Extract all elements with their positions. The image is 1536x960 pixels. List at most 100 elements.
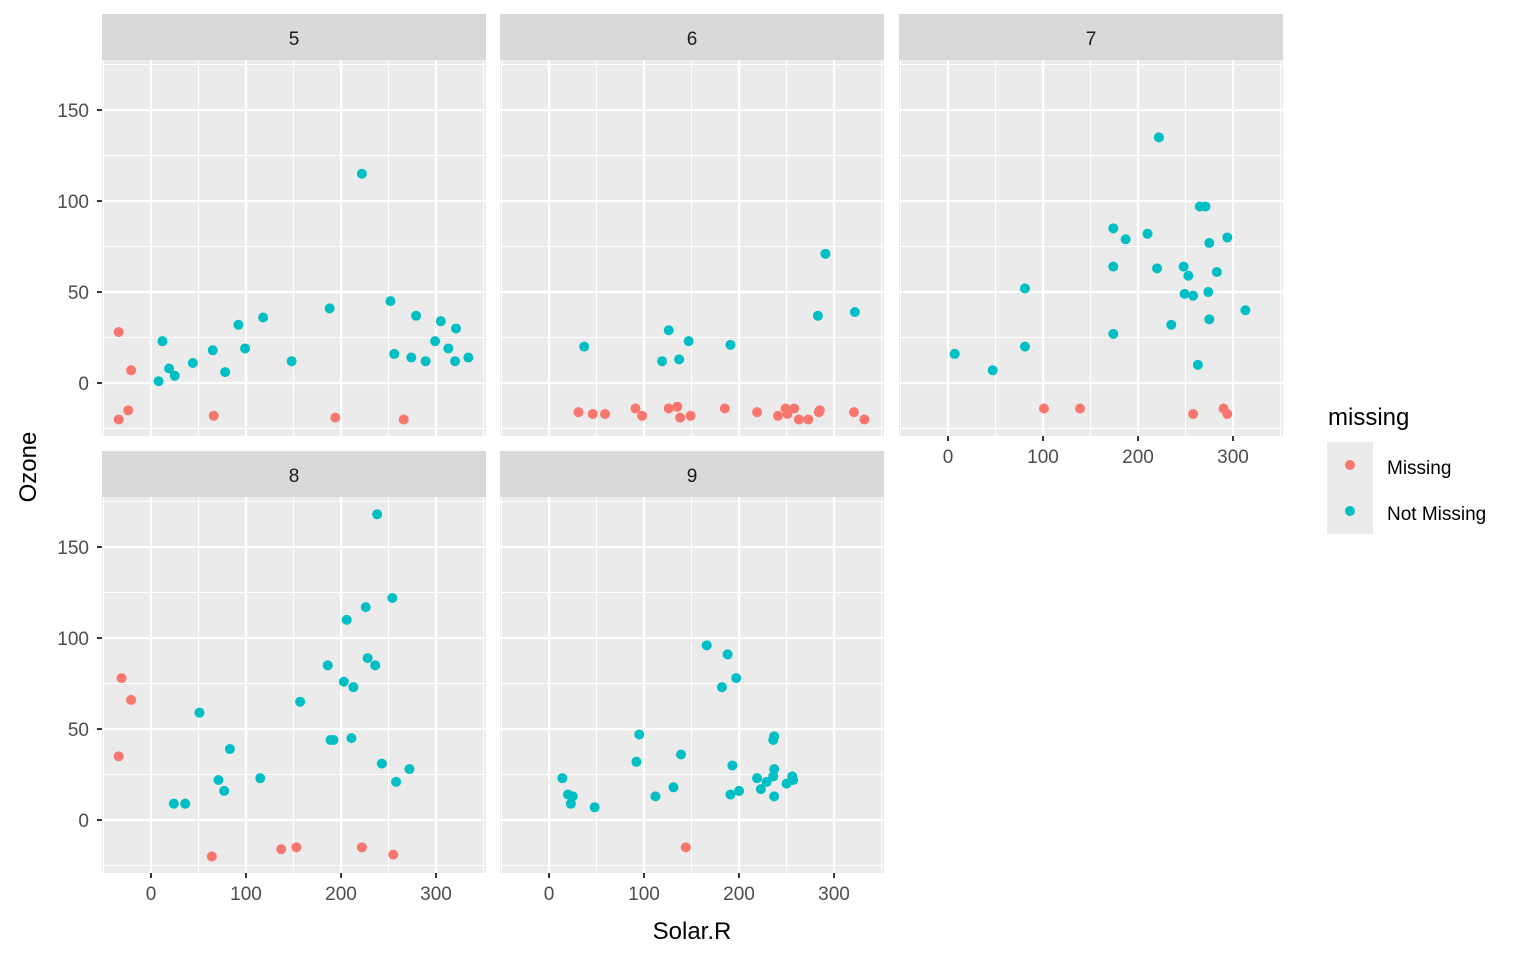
point-not-missing — [650, 791, 661, 802]
point-not-missing — [768, 771, 779, 782]
point-missing — [116, 673, 127, 684]
y-tick-label: 50 — [68, 720, 89, 741]
point-missing — [113, 327, 124, 338]
y-tick-label: 150 — [57, 101, 89, 122]
point-not-missing — [450, 356, 461, 367]
facet-strip-label: 7 — [1086, 29, 1097, 50]
point-not-missing — [565, 798, 576, 809]
point-missing — [113, 414, 124, 425]
point-not-missing — [769, 764, 780, 775]
point-missing — [126, 694, 137, 705]
point-missing — [330, 412, 341, 423]
point-not-missing — [987, 365, 998, 376]
point-not-missing — [322, 660, 333, 671]
point-not-missing — [406, 352, 417, 363]
point-not-missing — [1153, 132, 1164, 143]
facet-strip — [500, 14, 884, 60]
point-missing — [685, 410, 696, 421]
point-not-missing — [725, 789, 736, 800]
point-not-missing — [1152, 263, 1163, 274]
point-missing — [206, 851, 217, 862]
point-not-missing — [557, 773, 568, 784]
point-not-missing — [391, 776, 402, 787]
point-missing — [1222, 408, 1233, 419]
facet-panel-8: 8 0 50 100 150 0 100 200 300 — [57, 451, 486, 905]
facet-panel-7: 7 0 100 200 300 — [899, 14, 1283, 468]
point-not-missing — [674, 354, 685, 365]
point-not-missing — [346, 733, 357, 744]
point-not-missing — [761, 776, 772, 787]
point-not-missing — [1203, 287, 1214, 298]
point-not-missing — [768, 734, 779, 745]
x-tick-label: 300 — [1217, 447, 1249, 468]
point-missing — [630, 403, 641, 414]
point-not-missing — [676, 749, 687, 760]
facet-strip-label: 8 — [289, 466, 300, 487]
point-not-missing — [153, 376, 164, 387]
point-not-missing — [389, 348, 400, 359]
point-not-missing — [404, 764, 415, 775]
point-missing — [859, 414, 870, 425]
legend-label-missing: Missing — [1387, 458, 1451, 479]
point-not-missing — [220, 367, 231, 378]
point-not-missing — [812, 310, 823, 321]
point-not-missing — [663, 325, 674, 336]
point-missing — [123, 405, 134, 416]
point-missing — [573, 407, 584, 418]
point-not-missing — [1240, 305, 1251, 316]
point-not-missing — [755, 784, 766, 795]
x-tick-label: 100 — [230, 884, 262, 905]
x-tick-label: 0 — [943, 447, 954, 468]
point-missing — [848, 407, 859, 418]
legend-key-not-missing — [1345, 506, 1355, 516]
point-not-missing — [1108, 328, 1119, 339]
point-missing — [637, 410, 648, 421]
point-not-missing — [657, 356, 668, 367]
facet-strip — [500, 451, 884, 497]
point-missing — [398, 414, 409, 425]
point-not-missing — [701, 640, 712, 651]
x-tick-label: 0 — [146, 884, 157, 905]
point-not-missing — [224, 744, 235, 755]
point-not-missing — [164, 363, 175, 374]
y-tick-label: 50 — [68, 283, 89, 304]
point-not-missing — [579, 341, 590, 352]
point-not-missing — [820, 248, 831, 259]
point-missing — [587, 408, 598, 419]
point-not-missing — [360, 602, 371, 613]
point-not-missing — [734, 785, 745, 796]
point-not-missing — [450, 323, 461, 334]
point-not-missing — [1019, 341, 1030, 352]
point-not-missing — [385, 296, 396, 307]
point-missing — [813, 407, 824, 418]
facet-strip — [899, 14, 1283, 60]
y-tick-label: 0 — [78, 374, 89, 395]
point-missing — [672, 401, 683, 412]
point-not-missing — [716, 682, 727, 693]
x-tick-label: 300 — [818, 884, 850, 905]
point-not-missing — [376, 758, 387, 769]
point-missing — [1075, 403, 1086, 414]
legend: missing Missing Not Missing — [1327, 404, 1486, 534]
y-axis-title: Ozone — [15, 432, 42, 503]
point-not-missing — [1204, 314, 1215, 325]
legend-title: missing — [1328, 404, 1409, 431]
legend-key-missing — [1345, 460, 1355, 470]
legend-key-background — [1327, 442, 1373, 534]
point-not-missing — [849, 307, 860, 318]
point-missing — [803, 414, 814, 425]
point-not-missing — [411, 310, 422, 321]
point-not-missing — [356, 168, 367, 179]
legend-label-not-missing: Not Missing — [1387, 504, 1486, 525]
facet-panel-9: 9 0 100 200 300 — [500, 451, 884, 905]
point-not-missing — [769, 791, 780, 802]
point-not-missing — [589, 802, 600, 813]
point-not-missing — [634, 729, 645, 740]
point-not-missing — [1188, 290, 1199, 301]
point-not-missing — [949, 348, 960, 359]
facet-strip — [102, 451, 486, 497]
point-not-missing — [1222, 232, 1233, 243]
point-not-missing — [731, 673, 742, 684]
